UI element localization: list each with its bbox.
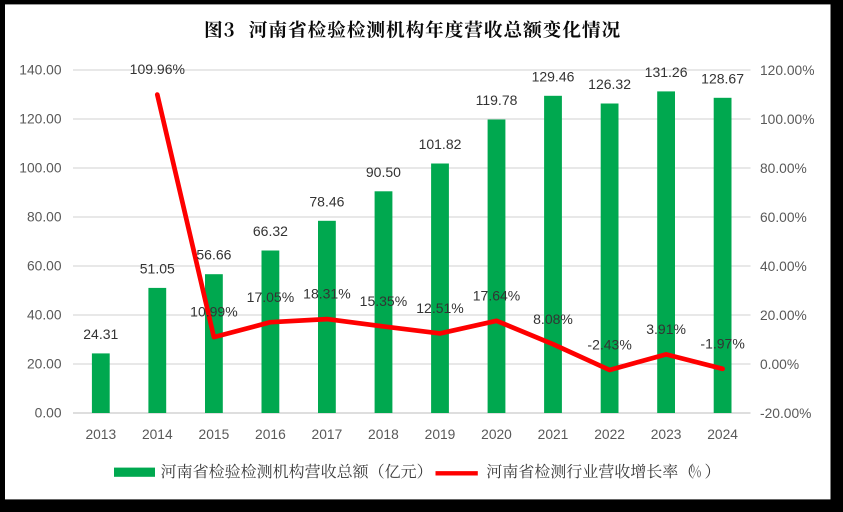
svg-text:129.46: 129.46	[532, 68, 575, 84]
svg-text:2015: 2015	[199, 427, 230, 442]
svg-text:2018: 2018	[368, 427, 399, 442]
svg-text:90.50: 90.50	[366, 164, 401, 180]
svg-text:3.91%: 3.91%	[646, 321, 686, 337]
svg-text:80.00: 80.00	[27, 210, 62, 225]
svg-text:2022: 2022	[594, 427, 625, 442]
svg-text:56.66: 56.66	[196, 247, 231, 263]
svg-text:-20.00%: -20.00%	[760, 406, 811, 421]
svg-text:-1.97%: -1.97%	[700, 335, 744, 351]
svg-text:20.00%: 20.00%	[760, 308, 807, 323]
svg-text:109.96%: 109.96%	[130, 61, 185, 77]
svg-text:17.64%: 17.64%	[473, 287, 520, 303]
svg-text:2024: 2024	[707, 427, 738, 442]
svg-text:40.00: 40.00	[27, 308, 62, 323]
svg-text:66.32: 66.32	[253, 223, 288, 239]
svg-text:12.51%: 12.51%	[416, 300, 463, 316]
svg-text:10.99%: 10.99%	[190, 304, 237, 320]
svg-text:126.32: 126.32	[588, 76, 631, 92]
svg-text:80.00%: 80.00%	[760, 161, 807, 176]
svg-text:100.00%: 100.00%	[760, 112, 814, 127]
svg-text:0.00%: 0.00%	[760, 357, 799, 372]
svg-text:2014: 2014	[142, 427, 173, 442]
svg-text:120.00%: 120.00%	[760, 63, 814, 78]
svg-text:20.00: 20.00	[27, 357, 62, 372]
svg-text:0.00: 0.00	[35, 406, 62, 421]
svg-text:120.00: 120.00	[19, 112, 62, 127]
svg-text:18.31%: 18.31%	[303, 286, 350, 302]
svg-text:60.00%: 60.00%	[760, 210, 807, 225]
svg-text:2021: 2021	[538, 427, 569, 442]
svg-text:128.67: 128.67	[701, 70, 744, 86]
svg-text:140.00: 140.00	[19, 63, 62, 78]
svg-text:2013: 2013	[85, 427, 116, 442]
svg-text:119.78: 119.78	[476, 92, 518, 108]
svg-text:-2.43%: -2.43%	[587, 337, 631, 353]
svg-text:2020: 2020	[481, 427, 512, 442]
svg-text:24.31: 24.31	[83, 326, 118, 342]
svg-text:2017: 2017	[312, 427, 343, 442]
svg-text:2019: 2019	[425, 427, 456, 442]
svg-text:100.00: 100.00	[19, 161, 62, 176]
svg-text:60.00: 60.00	[27, 259, 62, 274]
svg-text:8.08%: 8.08%	[533, 311, 573, 327]
svg-text:2023: 2023	[651, 427, 682, 442]
svg-text:40.00%: 40.00%	[760, 259, 807, 274]
svg-text:17.05%: 17.05%	[247, 289, 294, 305]
svg-text:15.35%: 15.35%	[360, 293, 407, 309]
svg-text:51.05: 51.05	[140, 260, 175, 276]
svg-text:2016: 2016	[255, 427, 286, 442]
svg-text:101.82: 101.82	[419, 136, 462, 152]
svg-text:131.26: 131.26	[645, 64, 688, 80]
svg-text:78.46: 78.46	[309, 193, 344, 209]
